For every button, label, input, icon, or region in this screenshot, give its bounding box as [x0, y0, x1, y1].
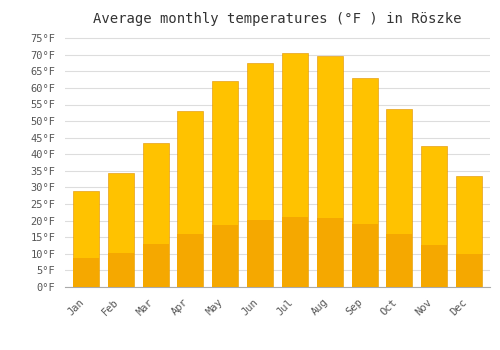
Bar [108, 173, 134, 287]
Bar [247, 220, 273, 287]
Bar [386, 234, 412, 287]
Bar [316, 218, 343, 287]
Bar [73, 258, 99, 287]
Bar [352, 78, 378, 287]
Bar [421, 245, 448, 287]
Bar [386, 110, 412, 287]
Bar [178, 111, 204, 287]
Bar [282, 53, 308, 287]
Bar [421, 146, 448, 287]
Bar [178, 234, 204, 287]
Bar [456, 176, 482, 287]
Bar [212, 225, 238, 287]
Bar [142, 143, 169, 287]
Bar [316, 56, 343, 287]
Bar [108, 253, 134, 287]
Bar [352, 224, 378, 287]
Bar [142, 244, 169, 287]
Bar [73, 191, 99, 287]
Bar [456, 254, 482, 287]
Title: Average monthly temperatures (°F ) in Röszke: Average monthly temperatures (°F ) in Rö… [93, 12, 462, 26]
Bar [282, 217, 308, 287]
Bar [247, 63, 273, 287]
Bar [212, 81, 238, 287]
